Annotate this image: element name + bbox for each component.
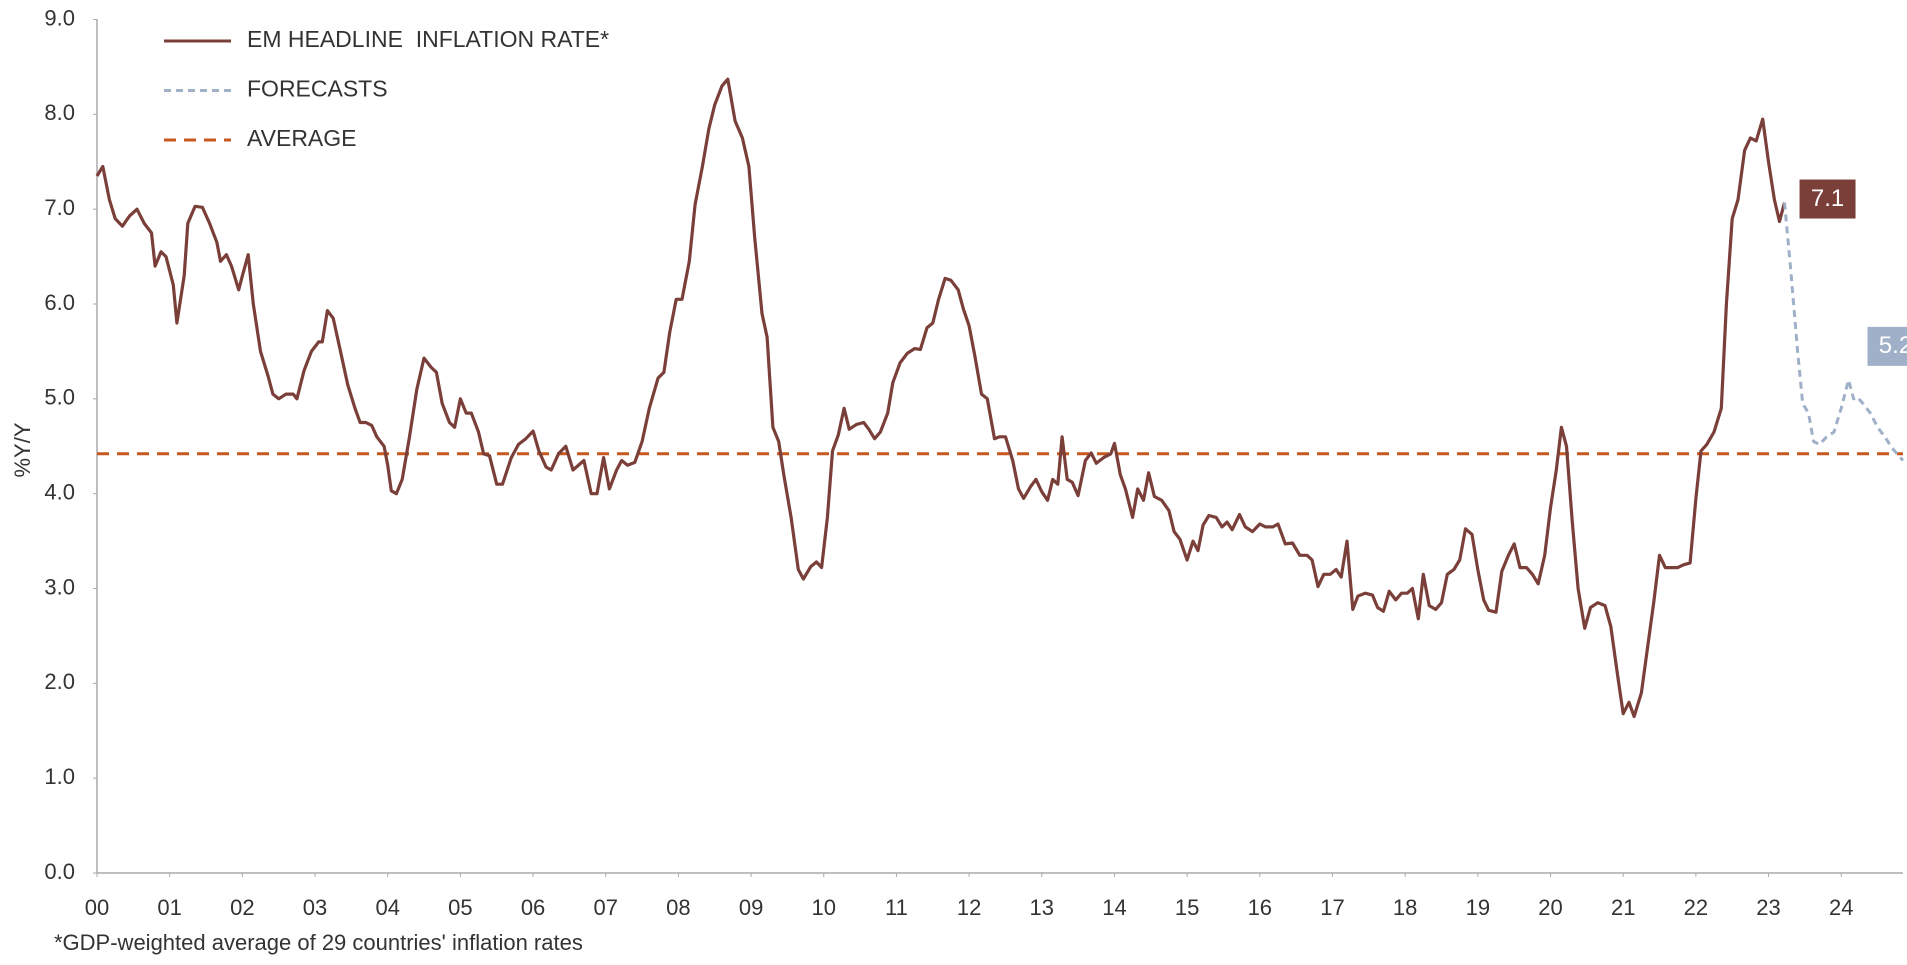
- legend-label: EM HEADLINE INFLATION RATE*: [247, 26, 609, 52]
- x-tick-label: 10: [812, 895, 836, 920]
- legend-label: AVERAGE: [247, 125, 357, 151]
- y-tick-label: 4.0: [44, 479, 75, 504]
- x-tick-label: 00: [85, 895, 109, 920]
- x-tick-label: 18: [1393, 895, 1417, 920]
- x-tick-label: 15: [1175, 895, 1199, 920]
- x-tick-label: 16: [1248, 895, 1272, 920]
- x-tick-label: 23: [1756, 895, 1780, 920]
- annotation-label: 7.1: [1811, 185, 1844, 212]
- x-tick-label: 13: [1030, 895, 1054, 920]
- y-tick-label: 7.0: [44, 195, 75, 220]
- y-axis-label: %Y/Y: [10, 422, 35, 477]
- x-tick-label: 17: [1320, 895, 1344, 920]
- x-tick-label: 14: [1102, 895, 1126, 920]
- x-tick-label: 22: [1684, 895, 1708, 920]
- y-tick-label: 6.0: [44, 290, 75, 315]
- x-tick-label: 07: [593, 895, 617, 920]
- y-tick-label: 2.0: [44, 669, 75, 694]
- y-tick-label: 8.0: [44, 100, 75, 125]
- x-tick-label: 19: [1466, 895, 1490, 920]
- x-tick-label: 03: [303, 895, 327, 920]
- y-tick-label: 9.0: [44, 5, 75, 30]
- x-tick-label: 21: [1611, 895, 1635, 920]
- series-line: [1783, 202, 1905, 462]
- x-tick-label: 02: [230, 895, 254, 920]
- x-tick-label: 04: [375, 895, 399, 920]
- x-tick-label: 11: [885, 895, 908, 920]
- annotation-label: 5.2: [1879, 332, 1907, 359]
- y-tick-label: 0.0: [44, 859, 75, 884]
- legend-label: FORECASTS: [247, 76, 388, 102]
- annotation-box: [1799, 179, 1856, 219]
- y-tick-label: 5.0: [44, 385, 75, 410]
- footnote: *GDP-weighted average of 29 countries' i…: [54, 930, 583, 955]
- x-tick-label: 12: [957, 895, 981, 920]
- x-tick-label: 06: [521, 895, 545, 920]
- y-tick-label: 3.0: [44, 574, 75, 599]
- x-tick-label: 20: [1538, 895, 1562, 920]
- series-line: [95, 77, 1787, 719]
- y-tick-label: 1.0: [44, 764, 75, 789]
- x-tick-label: 09: [739, 895, 763, 920]
- x-tick-label: 24: [1829, 895, 1853, 920]
- x-tick-label: 01: [157, 895, 181, 920]
- x-tick-label: 05: [448, 895, 472, 920]
- annotation-box: [1867, 326, 1907, 366]
- x-tick-label: 08: [666, 895, 690, 920]
